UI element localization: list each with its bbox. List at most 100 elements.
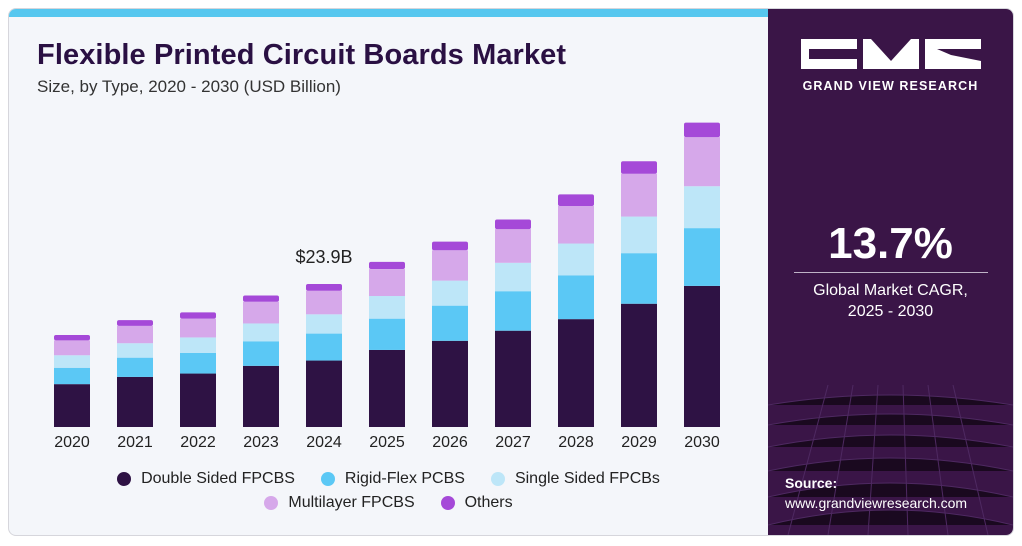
bar-segment-2029-rigid-flex-pcbs [621, 253, 657, 304]
bar-segment-2021-single-sided-fpcbs [117, 343, 153, 358]
legend-swatch [117, 472, 132, 486]
legend-swatch [490, 472, 505, 486]
bar-segment-2020-rigid-flex-pcbs [54, 367, 90, 385]
bar-segment-2029-multilayer-fpcbs [621, 173, 657, 217]
sidebar-panel: GRAND VIEW RESEARCH 13.7% Global Market … [768, 9, 1013, 535]
x-tick-label-2021: 2021 [117, 434, 153, 451]
grand-view-research-logo [801, 39, 981, 69]
top-accent-bar [9, 9, 768, 17]
bar-segment-2029-others [621, 161, 657, 174]
bar-segment-2020-others [54, 335, 90, 341]
bar-segment-2022-single-sided-fpcbs [180, 337, 216, 353]
bar-segment-2028-multilayer-fpcbs [558, 205, 594, 244]
bar-segment-2023-multilayer-fpcbs [243, 301, 279, 324]
x-tick-label-2030: 2030 [684, 434, 720, 451]
bar-segment-2028-double-sided-fpcbs [558, 319, 594, 427]
bar-segment-2028-rigid-flex-pcbs [558, 275, 594, 320]
bar-segment-2028-others [558, 194, 594, 206]
legend-label: Double Sided FPCBS [141, 470, 295, 487]
bar-segment-2024-multilayer-fpcbs [306, 290, 342, 315]
legend-label: Multilayer FPCBS [288, 494, 415, 511]
cagr-label-line1: Global Market CAGR, [813, 282, 968, 299]
bar-segment-2022-double-sided-fpcbs [180, 373, 216, 427]
bar-segment-2027-others [495, 219, 531, 230]
x-tick-label-2027: 2027 [495, 434, 531, 451]
bar-segment-2023-single-sided-fpcbs [243, 323, 279, 342]
bar-segment-2022-others [180, 312, 216, 319]
bar-segment-2025-multilayer-fpcbs [369, 269, 405, 297]
x-tick-label-2025: 2025 [369, 434, 405, 451]
bar-segment-2030-others [684, 122, 720, 138]
bar-segment-2024-single-sided-fpcbs [306, 314, 342, 334]
bar-segment-2027-rigid-flex-pcbs [495, 291, 531, 331]
bar-segment-2023-others [243, 295, 279, 302]
bar-segment-2030-double-sided-fpcbs [684, 285, 720, 427]
bar-segment-2030-rigid-flex-pcbs [684, 228, 720, 286]
stacked-bar-chart: 2020 2021 2022 2023 2024 $23.9B 2025 2026 2027 20… [54, 122, 720, 451]
chart-card: Flexible Printed Circuit Boards Market S… [8, 8, 1014, 536]
legend-item-double-sided: Double Sided FPCBS [117, 470, 295, 488]
bar-segment-2029-single-sided-fpcbs [621, 216, 657, 254]
bar-segment-2024-double-sided-fpcbs [306, 360, 342, 427]
legend-swatch [320, 472, 335, 486]
bar-segment-2026-single-sided-fpcbs [432, 280, 468, 306]
bar-segment-2026-double-sided-fpcbs [432, 340, 468, 427]
legend-swatch [264, 496, 279, 510]
bar-segment-2026-others [432, 241, 468, 251]
bar-segment-2021-others [117, 320, 153, 326]
bar-segment-2027-double-sided-fpcbs [495, 330, 531, 427]
decorative-grid-pattern [768, 385, 1013, 535]
legend-label: Rigid-Flex PCBS [344, 470, 465, 487]
chart-subtitle: Size, by Type, 2020 - 2030 (USD Billion) [37, 77, 341, 96]
bar-segment-2021-double-sided-fpcbs [117, 376, 153, 427]
cagr-label: Global Market CAGR, 2025 - 2030 [768, 280, 1013, 322]
bar-segment-2029-double-sided-fpcbs [621, 303, 657, 427]
x-tick-label-2028: 2028 [558, 434, 594, 451]
bar-segment-2024-others [306, 283, 342, 291]
x-tick-label-2020: 2020 [54, 434, 90, 451]
bar-segment-2028-single-sided-fpcbs [558, 243, 594, 276]
legend-row-2: Multilayer FPCBS Others [9, 494, 768, 512]
legend-label: Others [464, 494, 513, 511]
cagr-value: 13.7% [828, 219, 953, 268]
x-tick-label-2023: 2023 [243, 434, 279, 451]
bar-segment-2027-single-sided-fpcbs [495, 262, 531, 292]
legend-row-1: Double Sided FPCBS Rigid-Flex PCBS Singl… [9, 470, 768, 488]
chart-title: Flexible Printed Circuit Boards Market [37, 39, 567, 71]
cagr-divider [794, 272, 988, 273]
data-label-2024: $23.9B [295, 247, 352, 267]
bar-segment-2030-single-sided-fpcbs [684, 186, 720, 229]
bar-segment-2026-rigid-flex-pcbs [432, 305, 468, 341]
bar-segment-2025-double-sided-fpcbs [369, 349, 405, 427]
bar-segment-2023-rigid-flex-pcbs [243, 341, 279, 366]
x-tick-label-2026: 2026 [432, 434, 468, 451]
legend-label: Single Sided FPCBs [514, 470, 660, 487]
x-tick-label-2024: 2024 [306, 434, 342, 451]
bar-segment-2022-rigid-flex-pcbs [180, 352, 216, 374]
bar-segment-2030-multilayer-fpcbs [684, 137, 720, 187]
bar-segment-2021-multilayer-fpcbs [117, 325, 153, 344]
bar-segment-2025-rigid-flex-pcbs [369, 318, 405, 350]
bar-segment-2020-double-sided-fpcbs [54, 384, 90, 427]
source-link[interactable]: www.grandviewresearch.com [785, 495, 968, 511]
legend-item-others: Others [440, 494, 513, 512]
bar-segment-2024-rigid-flex-pcbs [306, 333, 342, 361]
legend-item-multilayer: Multilayer FPCBS [264, 494, 415, 512]
x-tick-label-2022: 2022 [180, 434, 216, 451]
bar-segment-2025-others [369, 261, 405, 270]
bar-segment-2023-double-sided-fpcbs [243, 365, 279, 427]
cagr-label-line2: 2025 - 2030 [847, 303, 934, 320]
bar-segment-2027-multilayer-fpcbs [495, 229, 531, 263]
bar-segment-2021-rigid-flex-pcbs [117, 357, 153, 377]
legend-item-rigid-flex: Rigid-Flex PCBS [320, 470, 465, 488]
bar-segment-2022-multilayer-fpcbs [180, 318, 216, 338]
bar-segment-2020-multilayer-fpcbs [54, 340, 90, 356]
x-tick-label-2029: 2029 [621, 434, 657, 451]
brand-name: GRAND VIEW RESEARCH [802, 79, 979, 93]
source-label: Source: [785, 475, 838, 491]
bar-segment-2025-single-sided-fpcbs [369, 296, 405, 319]
legend-item-single-sided: Single Sided FPCBs [490, 470, 660, 488]
bar-segment-2026-multilayer-fpcbs [432, 250, 468, 281]
legend-swatch [440, 496, 455, 510]
bar-segment-2020-single-sided-fpcbs [54, 355, 90, 368]
